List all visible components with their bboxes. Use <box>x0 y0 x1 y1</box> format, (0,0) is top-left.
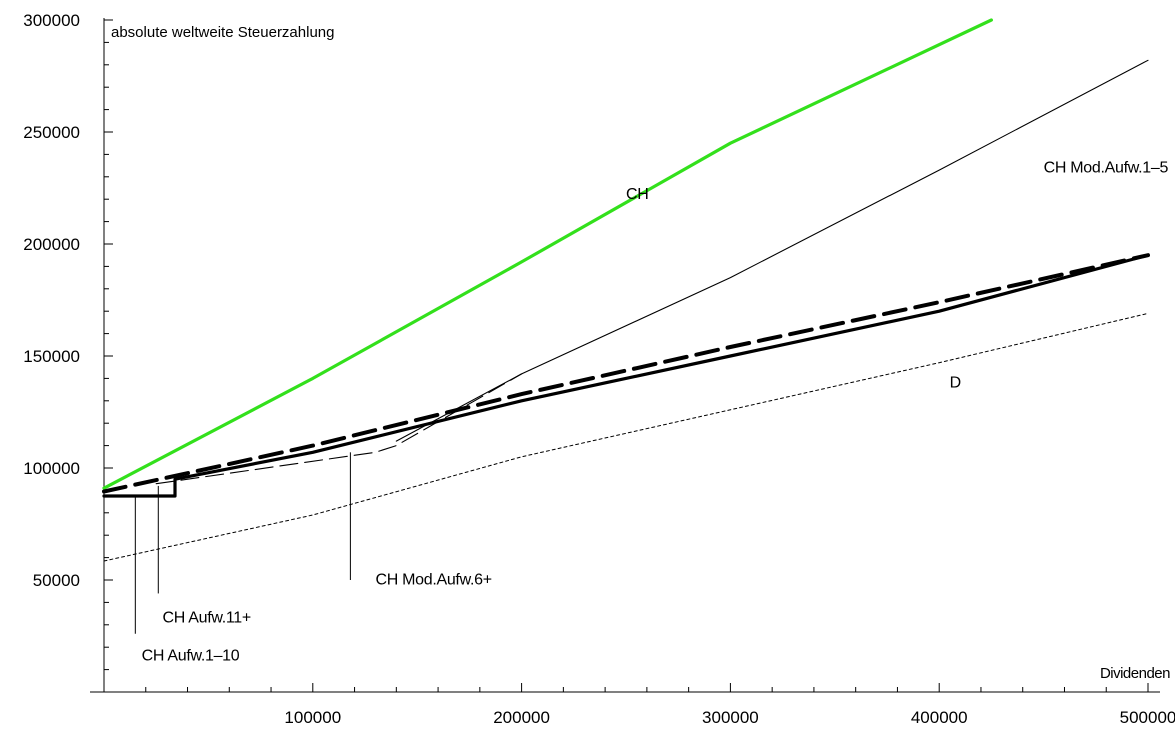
y-tick-label: 200000 <box>23 235 80 254</box>
series-annotation: D <box>950 374 961 391</box>
series-annotation: CH Mod.Aufw.6+ <box>375 571 491 588</box>
y-tick-label: 150000 <box>23 347 80 366</box>
series-line <box>155 373 523 485</box>
x-tick-label: 100000 <box>284 708 341 727</box>
series-annotation: CH Aufw.1–10 <box>142 648 240 665</box>
chart-series <box>102 18 1150 562</box>
y-tick-label: 300000 <box>23 11 80 30</box>
series-line <box>102 253 1150 494</box>
x-axis-title: Dividenden <box>1100 665 1170 682</box>
series-annotation: CH Aufw.11+ <box>162 610 250 627</box>
series-annotation: CH Mod.Aufw.1–5 <box>1044 159 1169 176</box>
y-tick-label: 250000 <box>23 123 80 142</box>
chart-axes: 100000 200000 300000 400000 500000 50000 10000… <box>23 11 1175 727</box>
series-annotation: CH <box>626 186 649 203</box>
series-line <box>395 59 1149 442</box>
y-tick-label: 50000 <box>33 571 80 590</box>
series-line <box>102 253 1150 498</box>
x-tick-label: 500000 <box>1120 708 1175 727</box>
y-tick-label: 100000 <box>23 459 80 478</box>
x-tick-label: 400000 <box>911 708 968 727</box>
series-line <box>102 18 994 490</box>
x-tick-label: 200000 <box>493 708 550 727</box>
series-line <box>103 312 1149 562</box>
y-axis-title: absolute weltweite Steuerzahlung <box>111 24 334 41</box>
chart-annotations: CH CH Mod.Aufw.1–5 D CH Mod.Aufw.6+ CH Aufw.… <box>134 159 1169 665</box>
x-tick-label: 300000 <box>702 708 759 727</box>
